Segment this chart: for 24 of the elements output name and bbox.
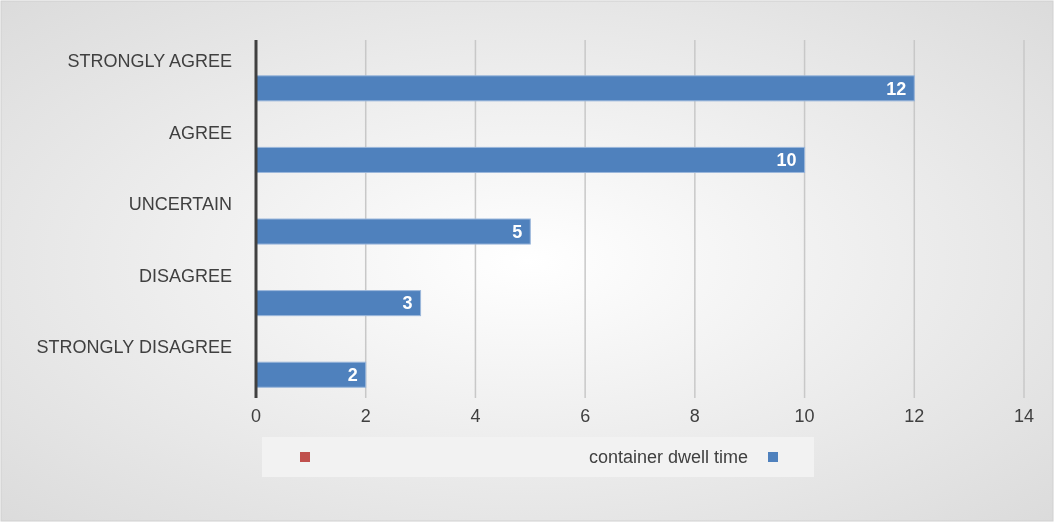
text: container dwell time <box>588 447 748 468</box>
x-tick-label: 2 <box>360 406 371 427</box>
bar <box>255 361 367 388</box>
y-tick-label: DISAGREE <box>138 265 232 286</box>
y-tick-label: STRONGLY DISAGREE <box>36 337 232 358</box>
data-label: 10 <box>776 150 797 171</box>
x-tick-label: 14 <box>1013 406 1035 427</box>
y-tick-label: STRONGLY AGREE <box>67 51 232 72</box>
y-tick-label: AGREE <box>168 122 232 143</box>
x-tick-label: 10 <box>794 406 815 427</box>
x-tick-label: 6 <box>580 406 591 427</box>
bar <box>255 218 531 245</box>
x-tick-label: 8 <box>689 406 700 427</box>
data-label: 5 <box>512 221 523 242</box>
data-label: 2 <box>347 365 358 386</box>
y-tick-label: UNCERTAIN <box>128 194 232 215</box>
bar <box>255 75 915 102</box>
x-tick-label: 12 <box>904 406 925 427</box>
x-tick-label: 4 <box>470 406 481 427</box>
bar <box>255 290 422 317</box>
data-label: 3 <box>402 293 413 314</box>
x-tick-label: 0 <box>250 406 262 427</box>
data-label: 12 <box>886 78 907 99</box>
bar <box>255 146 806 173</box>
